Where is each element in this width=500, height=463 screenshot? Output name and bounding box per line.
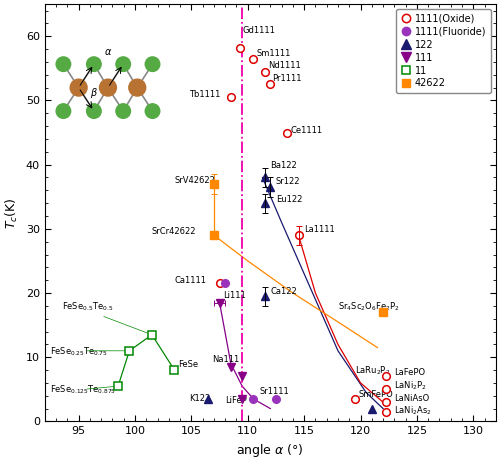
Text: Li111: Li111 [223,290,246,300]
Text: LiFeP: LiFeP [225,396,247,406]
Text: Na111: Na111 [212,356,239,364]
Text: Nd1111: Nd1111 [268,62,301,70]
Text: LaFePO: LaFePO [394,368,426,377]
Text: Eu122: Eu122 [276,195,302,204]
X-axis label: angle $\alpha$ (°): angle $\alpha$ (°) [236,442,304,459]
Text: Tb1111: Tb1111 [189,90,220,99]
Text: Sr$_4$Sc$_2$O$_6$Fe$_2$P$_2$: Sr$_4$Sc$_2$O$_6$Fe$_2$P$_2$ [338,300,400,313]
Text: K122: K122 [189,394,210,403]
Text: FeSe$_{0.5}$Te$_{0.5}$: FeSe$_{0.5}$Te$_{0.5}$ [62,300,113,313]
Legend: 1111(Oxide), 1111(Fluoride), 122, 111, 11, 42622: 1111(Oxide), 1111(Fluoride), 122, 111, 1… [396,9,491,94]
Text: FeSe: FeSe [178,360,198,369]
Text: LaNi$_2$As$_2$: LaNi$_2$As$_2$ [394,405,432,417]
Text: Ca1111: Ca1111 [174,276,206,285]
Text: Sr122: Sr122 [276,177,300,186]
Text: FeSe$_{0.125}$Te$_{0.875}$: FeSe$_{0.125}$Te$_{0.875}$ [50,383,116,396]
Text: SrV42622: SrV42622 [174,175,216,185]
Text: Pr1111: Pr1111 [272,74,302,83]
Text: SmFePO: SmFePO [358,390,393,399]
Text: LaRu$_2$P$_2$: LaRu$_2$P$_2$ [355,364,390,377]
Text: La1111: La1111 [304,225,335,234]
Y-axis label: $T_c$(K): $T_c$(K) [4,197,20,229]
Text: Sm1111: Sm1111 [257,49,291,57]
Text: Ca122: Ca122 [270,288,297,296]
Text: LaNi$_2$P$_2$: LaNi$_2$P$_2$ [394,379,427,392]
Text: Ba122: Ba122 [270,161,297,170]
Text: Sr1111: Sr1111 [259,388,289,396]
Text: SrCr42622: SrCr42622 [152,227,196,236]
Text: Ce1111: Ce1111 [290,125,322,135]
Text: FeSe$_{0.25}$Te$_{0.75}$: FeSe$_{0.25}$Te$_{0.75}$ [50,345,108,357]
Text: LaNiAsO: LaNiAsO [394,394,430,403]
Text: Gd1111: Gd1111 [242,26,275,35]
